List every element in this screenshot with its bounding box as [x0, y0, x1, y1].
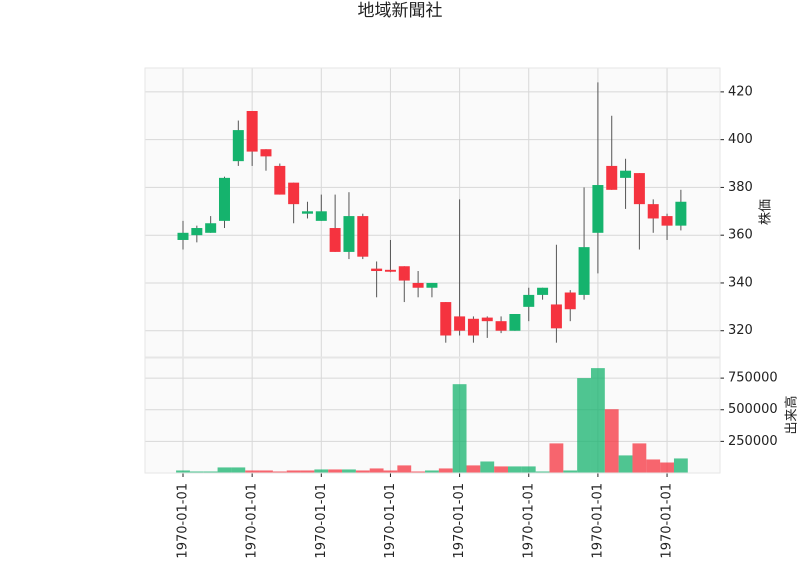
candle-body: [620, 170, 632, 178]
volume-bar: [577, 378, 591, 473]
candle-body: [495, 321, 507, 331]
candle-body: [647, 204, 659, 219]
volume-bar: [604, 409, 619, 473]
candle-body: [606, 165, 618, 190]
candle-body: [509, 314, 521, 331]
volume-bar: [425, 470, 439, 473]
price-panel: [145, 68, 720, 357]
chart-title: 地域新聞社: [358, 1, 443, 21]
candle-body: [329, 228, 341, 252]
candle-body: [564, 292, 576, 310]
candle-body: [191, 228, 203, 236]
y-axis-label: 株価: [759, 199, 774, 225]
volume-bar: [632, 443, 647, 473]
candle-body: [177, 232, 189, 240]
volume-bar: [300, 470, 315, 473]
candle-body: [412, 282, 424, 288]
volume-bar: [342, 469, 356, 473]
y-tick-label: 320: [728, 323, 753, 338]
candle-body: [371, 268, 383, 272]
volume-bar: [618, 455, 633, 473]
volume-bar: [535, 471, 550, 473]
x-tick-label: 1970-01-01: [590, 483, 605, 559]
candle-body: [675, 201, 687, 226]
volume-bar: [563, 470, 578, 473]
price-frame: [144, 67, 721, 358]
volume-bar: [397, 465, 412, 473]
candle-body: [218, 177, 230, 221]
candle-body: [384, 269, 396, 272]
volume-bar: [383, 470, 398, 473]
volume-bar: [480, 461, 495, 473]
y-tick-label: 380: [728, 180, 753, 195]
candle-body: [205, 223, 217, 233]
volume-bar: [245, 470, 260, 473]
volume-axis-label: 出来高: [784, 395, 800, 434]
candle-body: [578, 247, 590, 295]
volume-bar: [217, 467, 232, 473]
candle-body: [301, 211, 313, 214]
y-tick-label: 400: [728, 132, 753, 147]
volume-bar: [494, 466, 509, 473]
candle-body: [661, 216, 673, 226]
candle-body: [357, 216, 369, 257]
volume-bar: [590, 368, 605, 473]
candle-body: [633, 173, 645, 205]
x-tick-label: 1970-01-01: [452, 483, 467, 559]
volume-tick-label: 750000: [728, 371, 778, 386]
x-tick-label: 1970-01-01: [521, 483, 536, 559]
candle-body: [398, 266, 410, 281]
volume-bar: [411, 471, 426, 473]
candle-body: [426, 282, 438, 288]
candle-body: [592, 185, 604, 233]
volume-bar: [189, 471, 204, 473]
volume-bar: [314, 469, 329, 473]
volume-bar: [452, 384, 467, 473]
x-tick-label: 1970-01-01: [383, 483, 398, 559]
x-tick-label: 1970-01-01: [660, 483, 675, 559]
candle-body: [274, 165, 286, 195]
volume-tick-label: 250000: [728, 434, 778, 449]
volume-bar: [369, 468, 384, 473]
volume-bar: [673, 458, 688, 473]
volume-frame: [144, 357, 721, 474]
volume-bar: [355, 470, 370, 473]
volume-bar: [521, 466, 536, 473]
candle-body: [550, 304, 562, 329]
y-tick-label: 340: [728, 275, 753, 290]
volume-bar: [286, 470, 301, 473]
volume-bar: [203, 471, 218, 473]
volume-bar: [328, 469, 343, 473]
volume-bar: [646, 459, 661, 473]
candle-body: [343, 216, 355, 252]
volume-bar: [272, 471, 287, 473]
volume-bar: [231, 467, 246, 473]
candle-body: [260, 149, 272, 157]
candle-body: [467, 318, 479, 336]
candle-body: [288, 182, 300, 205]
volume-bar: [438, 468, 453, 473]
volume-panel: [145, 358, 720, 473]
y-tick-label: 420: [728, 84, 753, 99]
candle-body: [481, 317, 493, 322]
y-tick-label: 360: [728, 228, 753, 243]
candle-body: [246, 110, 258, 152]
candle-body: [232, 130, 244, 162]
candle-body: [537, 287, 549, 295]
candle-body: [315, 211, 327, 221]
volume-bar: [549, 443, 564, 473]
candle-body: [454, 316, 466, 331]
volume-bar: [466, 465, 481, 473]
x-tick-label: 1970-01-01: [314, 483, 329, 559]
volume-bar: [660, 462, 674, 473]
candle-body: [523, 294, 535, 307]
x-tick-label: 1970-01-01: [245, 483, 260, 559]
volume-tick-label: 500000: [728, 402, 778, 417]
volume-bar: [508, 466, 522, 473]
volume-bar: [176, 470, 190, 473]
volume-bar: [259, 470, 273, 473]
x-tick-label: 1970-01-01: [176, 483, 191, 559]
candle-body: [440, 302, 452, 336]
